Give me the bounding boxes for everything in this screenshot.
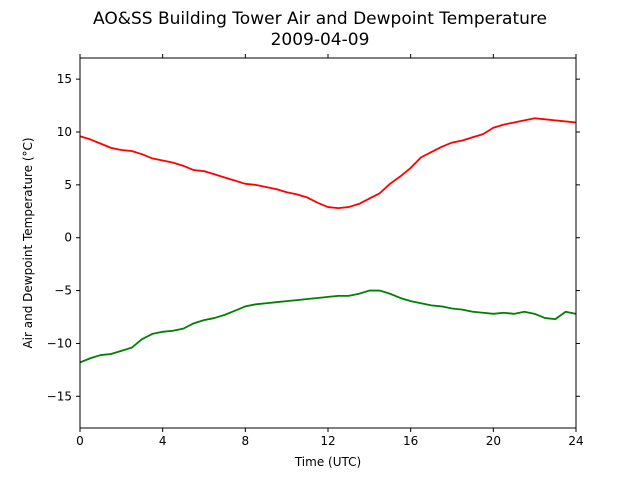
axis-ticks: 0 4 8 12 16 20 24 −15 −10 −5 0 5 10 15	[47, 54, 584, 448]
x-tick-label-1: 4	[159, 434, 167, 448]
chart-title: AO&SS Building Tower Air and Dewpoint Te…	[93, 9, 547, 29]
y-tick-label-0: −15	[47, 389, 72, 403]
y-tick-label-1: −10	[47, 336, 72, 350]
x-tick-label-6: 24	[568, 434, 583, 448]
x-tick-label-4: 16	[403, 434, 418, 448]
x-tick-label-2: 8	[242, 434, 250, 448]
y-tick-label-5: 10	[57, 125, 72, 139]
chart-subtitle: 2009-04-09	[271, 30, 370, 50]
x-tick-label-3: 12	[320, 434, 335, 448]
series-line-0	[79, 117, 577, 210]
y-axis-label: Air and Dewpoint Temperature (°C)	[21, 137, 35, 348]
y-tick-label-3: 0	[64, 231, 72, 245]
y-tick-label-4: 5	[64, 178, 72, 192]
plot-area	[79, 117, 577, 364]
x-tick-label-5: 20	[486, 434, 501, 448]
x-tick-label-0: 0	[76, 434, 84, 448]
series-line-1	[79, 289, 577, 364]
y-tick-label-6: 15	[57, 72, 72, 86]
x-axis-label: Time (UTC)	[294, 455, 361, 469]
y-tick-label-2: −5	[54, 284, 72, 298]
